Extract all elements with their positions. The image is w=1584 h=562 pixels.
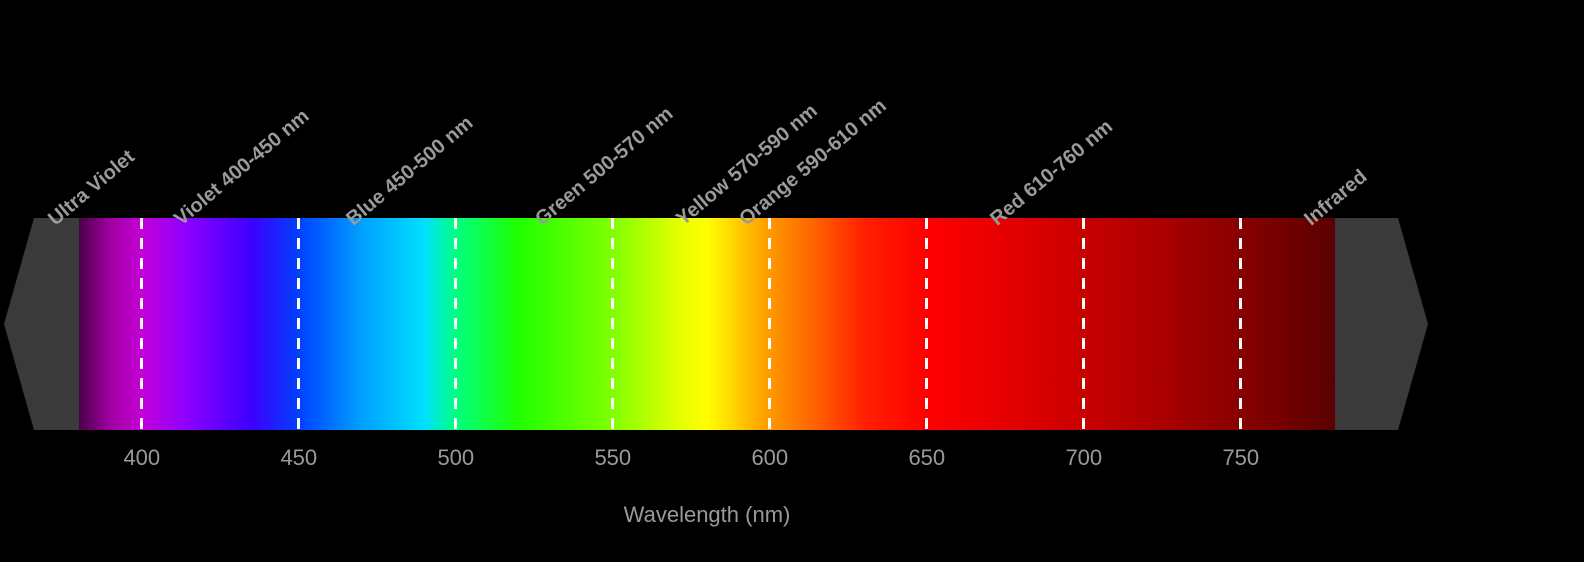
tick-number: 600 xyxy=(751,445,788,471)
cap-left-triangle xyxy=(4,218,34,430)
tick-line xyxy=(454,218,457,430)
tick-line xyxy=(1082,218,1085,430)
tick-number: 400 xyxy=(123,445,160,471)
cap-left-rect xyxy=(34,218,79,430)
tick-line xyxy=(1239,218,1242,430)
cap-right-rect xyxy=(1335,218,1398,430)
tick-number: 550 xyxy=(594,445,631,471)
spectrum-band-label: Red 610-760 nm xyxy=(986,115,1117,231)
tick-line xyxy=(140,218,143,430)
spectrum-band-label: Green 500-570 nm xyxy=(531,103,678,231)
tick-line xyxy=(768,218,771,430)
spectrum-bar xyxy=(79,218,1335,430)
tick-number: 650 xyxy=(908,445,945,471)
tick-line xyxy=(297,218,300,430)
tick-number: 450 xyxy=(280,445,317,471)
tick-number: 500 xyxy=(437,445,474,471)
spectrum-band-label: Blue 450-500 nm xyxy=(343,112,479,231)
tick-number: 750 xyxy=(1222,445,1259,471)
axis-title: Wavelength (nm) xyxy=(624,502,791,528)
cap-right-triangle xyxy=(1398,218,1428,430)
tick-line xyxy=(925,218,928,430)
tick-line xyxy=(611,218,614,430)
spectrum-chart: 400450500550600650700750 Ultra VioletVio… xyxy=(0,0,1584,562)
tick-number: 700 xyxy=(1065,445,1102,471)
spectrum-band-label: Violet 400-450 nm xyxy=(170,105,314,231)
